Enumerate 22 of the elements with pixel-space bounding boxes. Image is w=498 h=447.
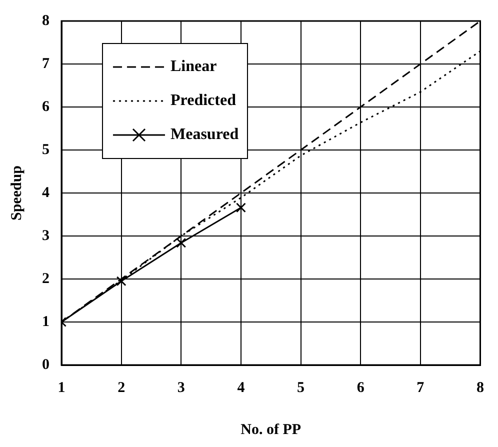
x-tick-label: 3 xyxy=(177,380,185,396)
y-tick-label: 0 xyxy=(42,356,50,373)
legend-label: Predicted xyxy=(170,92,236,110)
x-tick-label: 8 xyxy=(476,380,484,396)
x-tick-label: 1 xyxy=(58,380,66,396)
y-tick-label: 7 xyxy=(42,56,50,72)
x-tick-label: 2 xyxy=(118,380,126,396)
y-tick-label: 5 xyxy=(42,142,50,158)
y-axis-title: Speedup xyxy=(8,165,25,221)
y-tick-label: 8 xyxy=(42,12,50,29)
legend-label: Measured xyxy=(170,126,239,144)
x-tick-label: 4 xyxy=(237,380,246,396)
legend-label: Linear xyxy=(170,58,217,76)
x-tick-label: 5 xyxy=(297,380,305,396)
y-tick-label: 3 xyxy=(42,228,50,244)
x-axis-title: No. of PP xyxy=(240,422,302,438)
y-tick-label: 2 xyxy=(42,270,50,287)
x-tick-label: 6 xyxy=(356,380,365,396)
y-tick-label: 1 xyxy=(42,314,50,330)
x-tick-label: 7 xyxy=(416,380,425,396)
y-tick-label: 6 xyxy=(42,98,50,115)
y-tick-label: 4 xyxy=(42,184,50,201)
